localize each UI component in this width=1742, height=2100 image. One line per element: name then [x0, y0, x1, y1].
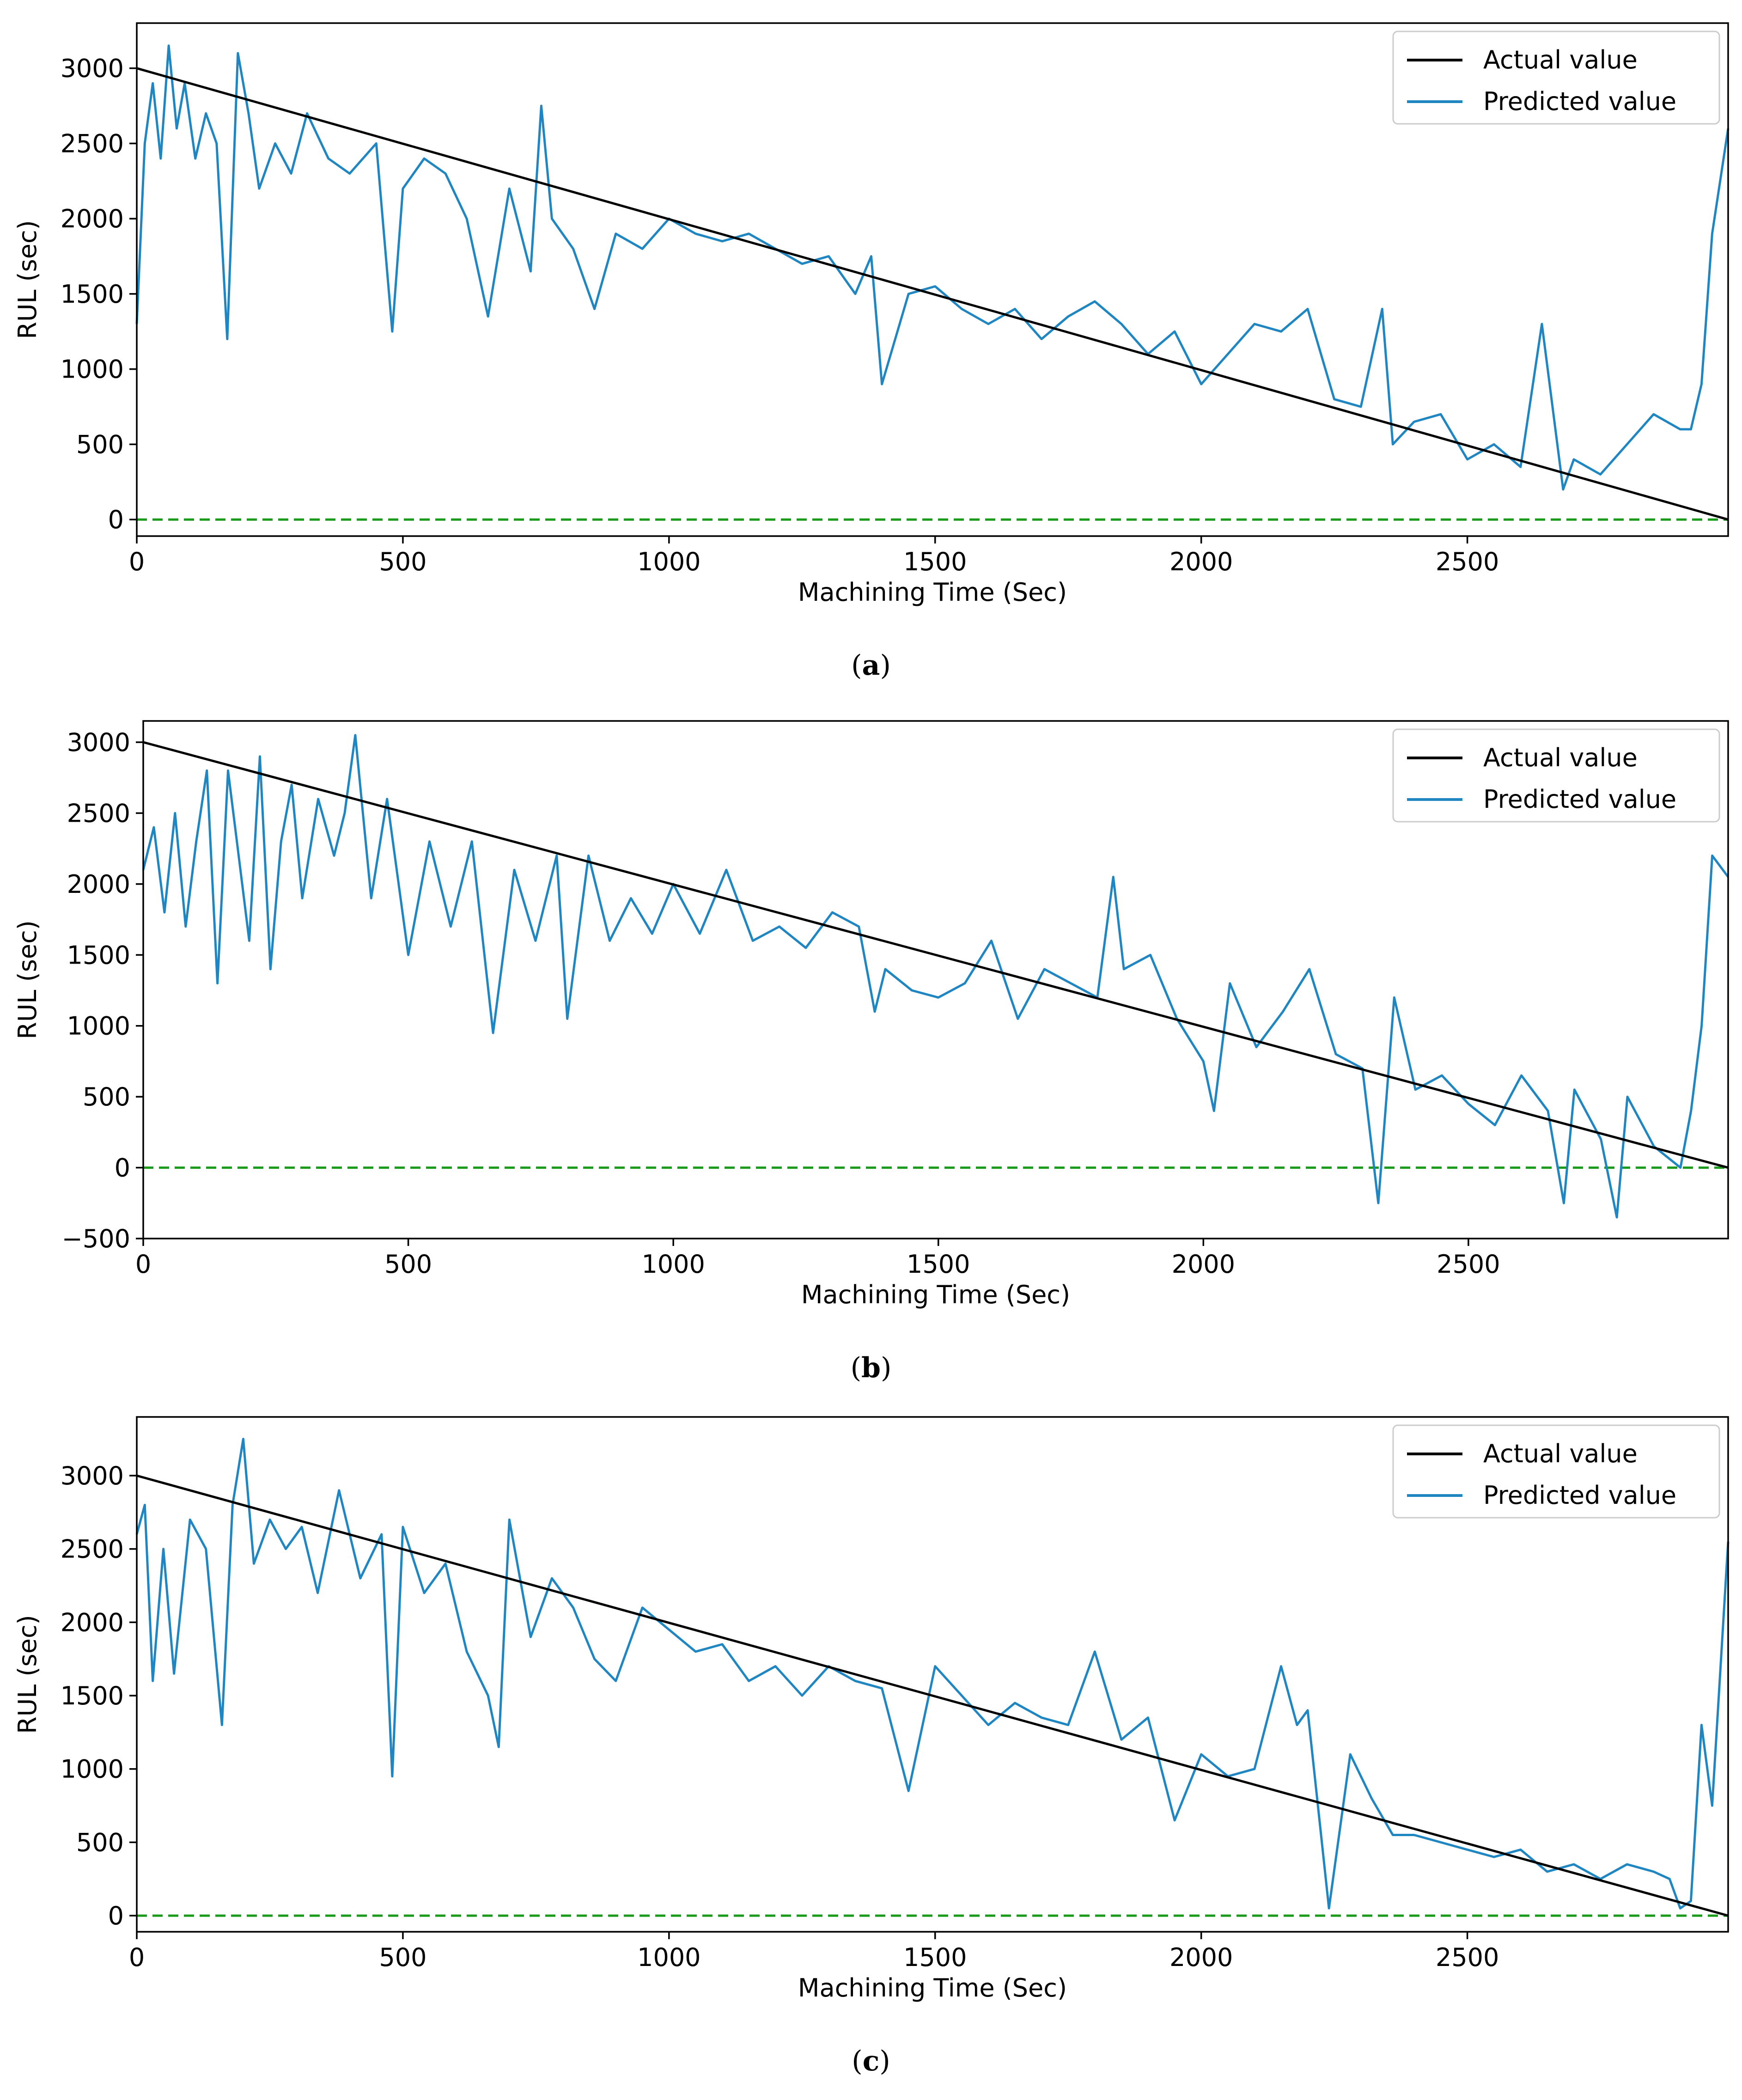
panel-b-x-tick-label: 1500	[907, 1250, 970, 1279]
panel-a-legend-actual-label: Actual value	[1483, 45, 1638, 74]
panel-c-legend-box	[1392, 1424, 1720, 1519]
panel-c-legend: Actual value Predicted value	[1392, 1424, 1720, 1519]
panel-a-axes-frame	[136, 22, 1729, 537]
panel-a-caption: (a)	[851, 649, 891, 682]
panel-c-x-tick-label: 0	[129, 1943, 145, 1972]
panel-b-x-tick-label: 2000	[1172, 1250, 1235, 1279]
panel-a-y-tick-label: 3000	[61, 54, 124, 83]
panel-c-marks: 0 500 1000 1500 2000 2500 0 500 1000 1500 2000 2500…	[61, 1416, 1730, 1972]
panel-b-y-tick-label: 1500	[67, 940, 130, 970]
panel-a-caption-letter: a	[862, 649, 880, 682]
panel-b-x-axis-label: Machining Time (Sec)	[801, 1280, 1070, 1309]
panel-c-predicted-series	[135, 1438, 1730, 1910]
panel-a-y-tick-label: 1500	[61, 280, 124, 309]
panel-c-legend-actual-label: Actual value	[1483, 1439, 1638, 1468]
panel-c-x-tick-label: 1000	[637, 1943, 700, 1972]
panel-a-x-tick-label: 0	[129, 547, 145, 576]
panel-a-y-axis-label: RUL (sec)	[13, 220, 42, 339]
panel-c-y-tick-label: 500	[76, 1828, 124, 1857]
panel-a-x-tick-label: 500	[379, 547, 426, 576]
panel-a: 0 500 1000 1500 2000 2500 0 500 1000 1500 2000 2500…	[13, 22, 1730, 682]
panel-c-caption-letter: c	[863, 2045, 880, 2077]
panel-a-actual-series	[136, 67, 1729, 521]
panel-a-y-tick-label: 0	[108, 505, 124, 534]
panel-b-y-tick-label: 3000	[67, 728, 130, 757]
panel-b-legend-box	[1392, 728, 1720, 823]
panel-c-y-axis-label: RUL (sec)	[13, 1615, 42, 1734]
panel-c-y-tick-label: 0	[108, 1901, 124, 1930]
panel-b-y-tick-label: 500	[83, 1082, 130, 1111]
panel-b-y-axis-label: RUL (sec)	[13, 920, 42, 1039]
panel-c-axes-frame	[136, 1416, 1729, 1933]
panel-b-legend-predicted-label: Predicted value	[1483, 785, 1676, 814]
panel-c: 0 500 1000 1500 2000 2500 0 500 1000 1500 2000 2500…	[13, 1416, 1730, 2077]
panel-c-caption: (c)	[852, 2045, 890, 2077]
panel-c-x-tick-label: 2500	[1436, 1943, 1499, 1972]
panel-b-y-tick-label: 1000	[67, 1012, 130, 1041]
panel-a-x-tick-label: 2500	[1436, 547, 1499, 576]
panel-b-legend-actual-label: Actual value	[1483, 743, 1638, 772]
panel-b-y-tick-label: 0	[115, 1154, 130, 1183]
panel-a-x-tick-label: 2000	[1169, 547, 1233, 576]
panel-c-actual-series	[136, 1474, 1729, 1917]
panel-a-y-tick-label: 500	[76, 430, 124, 459]
panel-c-y-tick-label: 2000	[61, 1608, 124, 1637]
panel-b-x-tick-label: 500	[384, 1250, 432, 1279]
panel-c-y-tick-label: 3000	[61, 1461, 124, 1490]
panel-b-x-tick-label: 1000	[641, 1250, 705, 1279]
panel-b-y-tick-label: 2500	[67, 799, 130, 828]
panel-c-x-tick-label: 1500	[903, 1943, 967, 1972]
panel-c-x-tick-label: 2000	[1169, 1943, 1233, 1972]
panel-a-y-tick-label: 2000	[61, 204, 124, 233]
panel-b-marks: 0 500 1000 1500 2000 2500−5000500100015002000…	[62, 720, 1730, 1279]
panel-c-legend-predicted-label: Predicted value	[1483, 1481, 1676, 1510]
panel-b-caption: (b)	[851, 1352, 892, 1384]
panel-c-x-axis-label: Machining Time (Sec)	[798, 1973, 1067, 2002]
panel-a-y-tick-label: 1000	[61, 355, 124, 384]
panel-b-predicted-series	[142, 734, 1730, 1219]
panel-a-x-tick-label: 1000	[637, 547, 700, 576]
panel-a-x-axis-label: Machining Time (Sec)	[798, 578, 1067, 607]
panel-b-x-tick-label: 0	[135, 1250, 151, 1279]
panel-a-x-tick-label: 1500	[903, 547, 967, 576]
panel-b-x-tick-label: 2500	[1437, 1250, 1500, 1279]
panel-c-y-tick-label: 1500	[61, 1681, 124, 1710]
panel-b-y-tick-label: −500	[62, 1224, 130, 1253]
panel-b-axes-frame	[142, 720, 1729, 1239]
panel-b-y-tick-label: 2000	[67, 870, 130, 899]
panel-b-caption-letter: b	[861, 1352, 881, 1384]
panel-b-actual-series	[143, 741, 1729, 1169]
panel-a-legend-predicted-label: Predicted value	[1483, 87, 1676, 116]
panel-b-legend: Actual value Predicted value	[1392, 728, 1720, 823]
panel-a-legend-box	[1392, 31, 1720, 125]
panel-b: 0 500 1000 1500 2000 2500−5000500100015002000…	[13, 720, 1730, 1384]
panel-a-legend: Actual value Predicted value	[1392, 31, 1720, 125]
panel-c-y-tick-label: 1000	[61, 1755, 124, 1784]
panel-a-y-tick-label: 2500	[61, 129, 124, 158]
panel-c-y-tick-label: 2500	[61, 1535, 124, 1564]
panel-a-marks: 0 500 1000 1500 2000 2500 0 500 1000 1500 2000 2500…	[61, 22, 1730, 576]
panel-c-x-tick-label: 500	[379, 1943, 426, 1972]
